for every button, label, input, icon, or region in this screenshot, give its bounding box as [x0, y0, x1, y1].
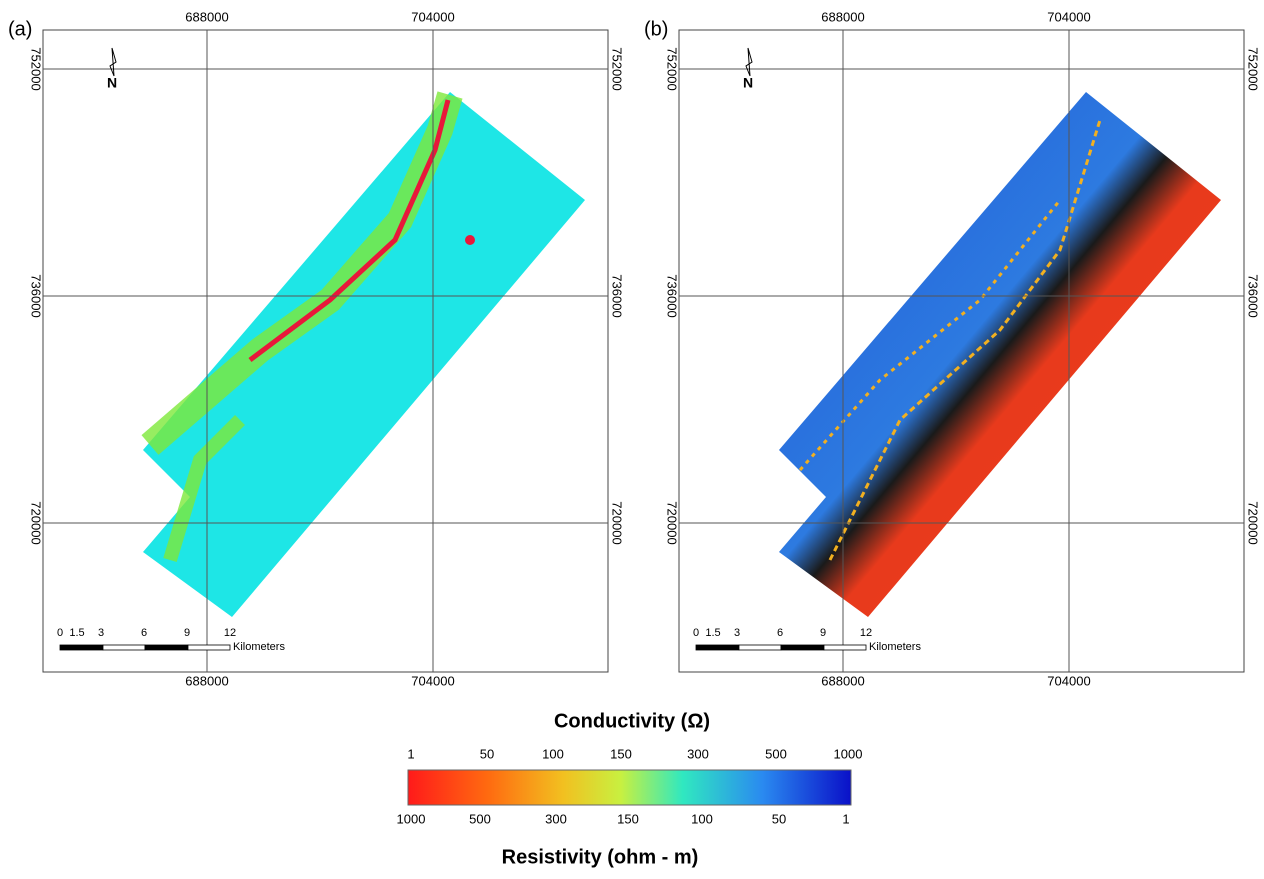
legend-top-label: 500: [765, 746, 787, 761]
legend-title: Conductivity (Ω): [554, 710, 710, 732]
map-area: [143, 92, 585, 617]
map-anomaly: [163, 415, 245, 563]
x-coord-label: 688000: [185, 673, 228, 688]
legend-bottom-label: 1: [842, 811, 849, 826]
map-frame: [678, 29, 1245, 673]
scale-bar-label: 1.5: [705, 627, 720, 639]
legend-bottom-label: 100: [691, 811, 713, 826]
panel-label: (a): [8, 18, 32, 40]
x-coord-label: 704000: [411, 9, 454, 24]
y-coord-label: 736000: [1246, 274, 1261, 317]
north-arrow: [109, 47, 117, 77]
y-coord-label: 720000: [29, 501, 44, 544]
north-label: N: [743, 75, 753, 91]
scale-bar-unit: Kilometers: [233, 641, 285, 653]
legend-top-label: 1000: [834, 746, 863, 761]
map-anomaly: [465, 235, 475, 245]
scale-bar-label: 3: [734, 627, 740, 639]
map-anomaly: [248, 99, 451, 362]
scale-bar-label: 12: [224, 627, 236, 639]
x-coord-label: 688000: [821, 9, 864, 24]
scale-bar-segment: [823, 644, 867, 651]
legend-bottom-label: 50: [772, 811, 786, 826]
map-frame: [42, 29, 609, 673]
scale-bar-label: 3: [98, 627, 104, 639]
x-coord-label: 704000: [1047, 673, 1090, 688]
legend-top-label: 100: [542, 746, 564, 761]
scale-bar-segment: [102, 644, 146, 651]
legend-subtitle: Resistivity (ohm - m): [502, 846, 699, 868]
y-coord-label: 752000: [29, 47, 44, 90]
y-coord-label: 720000: [610, 501, 625, 544]
color-bar: [407, 769, 852, 806]
x-coord-label: 688000: [821, 673, 864, 688]
y-coord-label: 736000: [610, 274, 625, 317]
legend-top-label: 150: [610, 746, 632, 761]
scale-bar-segment: [144, 644, 189, 651]
legend-bottom-label: 150: [617, 811, 639, 826]
y-coord-label: 752000: [610, 47, 625, 90]
y-coord-label: 752000: [665, 47, 680, 90]
legend-bottom-label: 500: [469, 811, 491, 826]
x-coord-label: 704000: [1047, 9, 1090, 24]
y-coord-label: 720000: [665, 501, 680, 544]
scale-bar-segment: [187, 644, 231, 651]
scale-bar-label: 9: [820, 627, 826, 639]
scale-bar-label: 1.5: [69, 627, 84, 639]
scale-bar-segment: [738, 644, 782, 651]
legend-top-label: 300: [687, 746, 709, 761]
scale-bar-label: 0: [693, 627, 699, 639]
legend-bottom-label: 1000: [397, 811, 426, 826]
y-coord-label: 752000: [1246, 47, 1261, 90]
scale-bar-label: 6: [777, 627, 783, 639]
scale-bar-label: 0: [57, 627, 63, 639]
legend-bottom-label: 300: [545, 811, 567, 826]
y-coord-label: 720000: [1246, 501, 1261, 544]
panel-label: (b): [644, 18, 668, 40]
scale-bar-unit: Kilometers: [869, 641, 921, 653]
scale-bar-label: 9: [184, 627, 190, 639]
north-arrow: [745, 47, 753, 77]
x-coord-label: 688000: [185, 9, 228, 24]
map-area: [779, 92, 1221, 617]
scale-bar-label: 6: [141, 627, 147, 639]
legend-top-label: 1: [407, 746, 414, 761]
y-coord-label: 736000: [665, 274, 680, 317]
scale-bar-label: 12: [860, 627, 872, 639]
scale-bar-segment: [59, 644, 104, 651]
y-coord-label: 736000: [29, 274, 44, 317]
scale-bar-segment: [695, 644, 740, 651]
x-coord-label: 704000: [411, 673, 454, 688]
north-label: N: [107, 75, 117, 91]
scale-bar-segment: [780, 644, 825, 651]
map-anomaly: [828, 119, 1102, 561]
legend-top-label: 50: [480, 746, 494, 761]
